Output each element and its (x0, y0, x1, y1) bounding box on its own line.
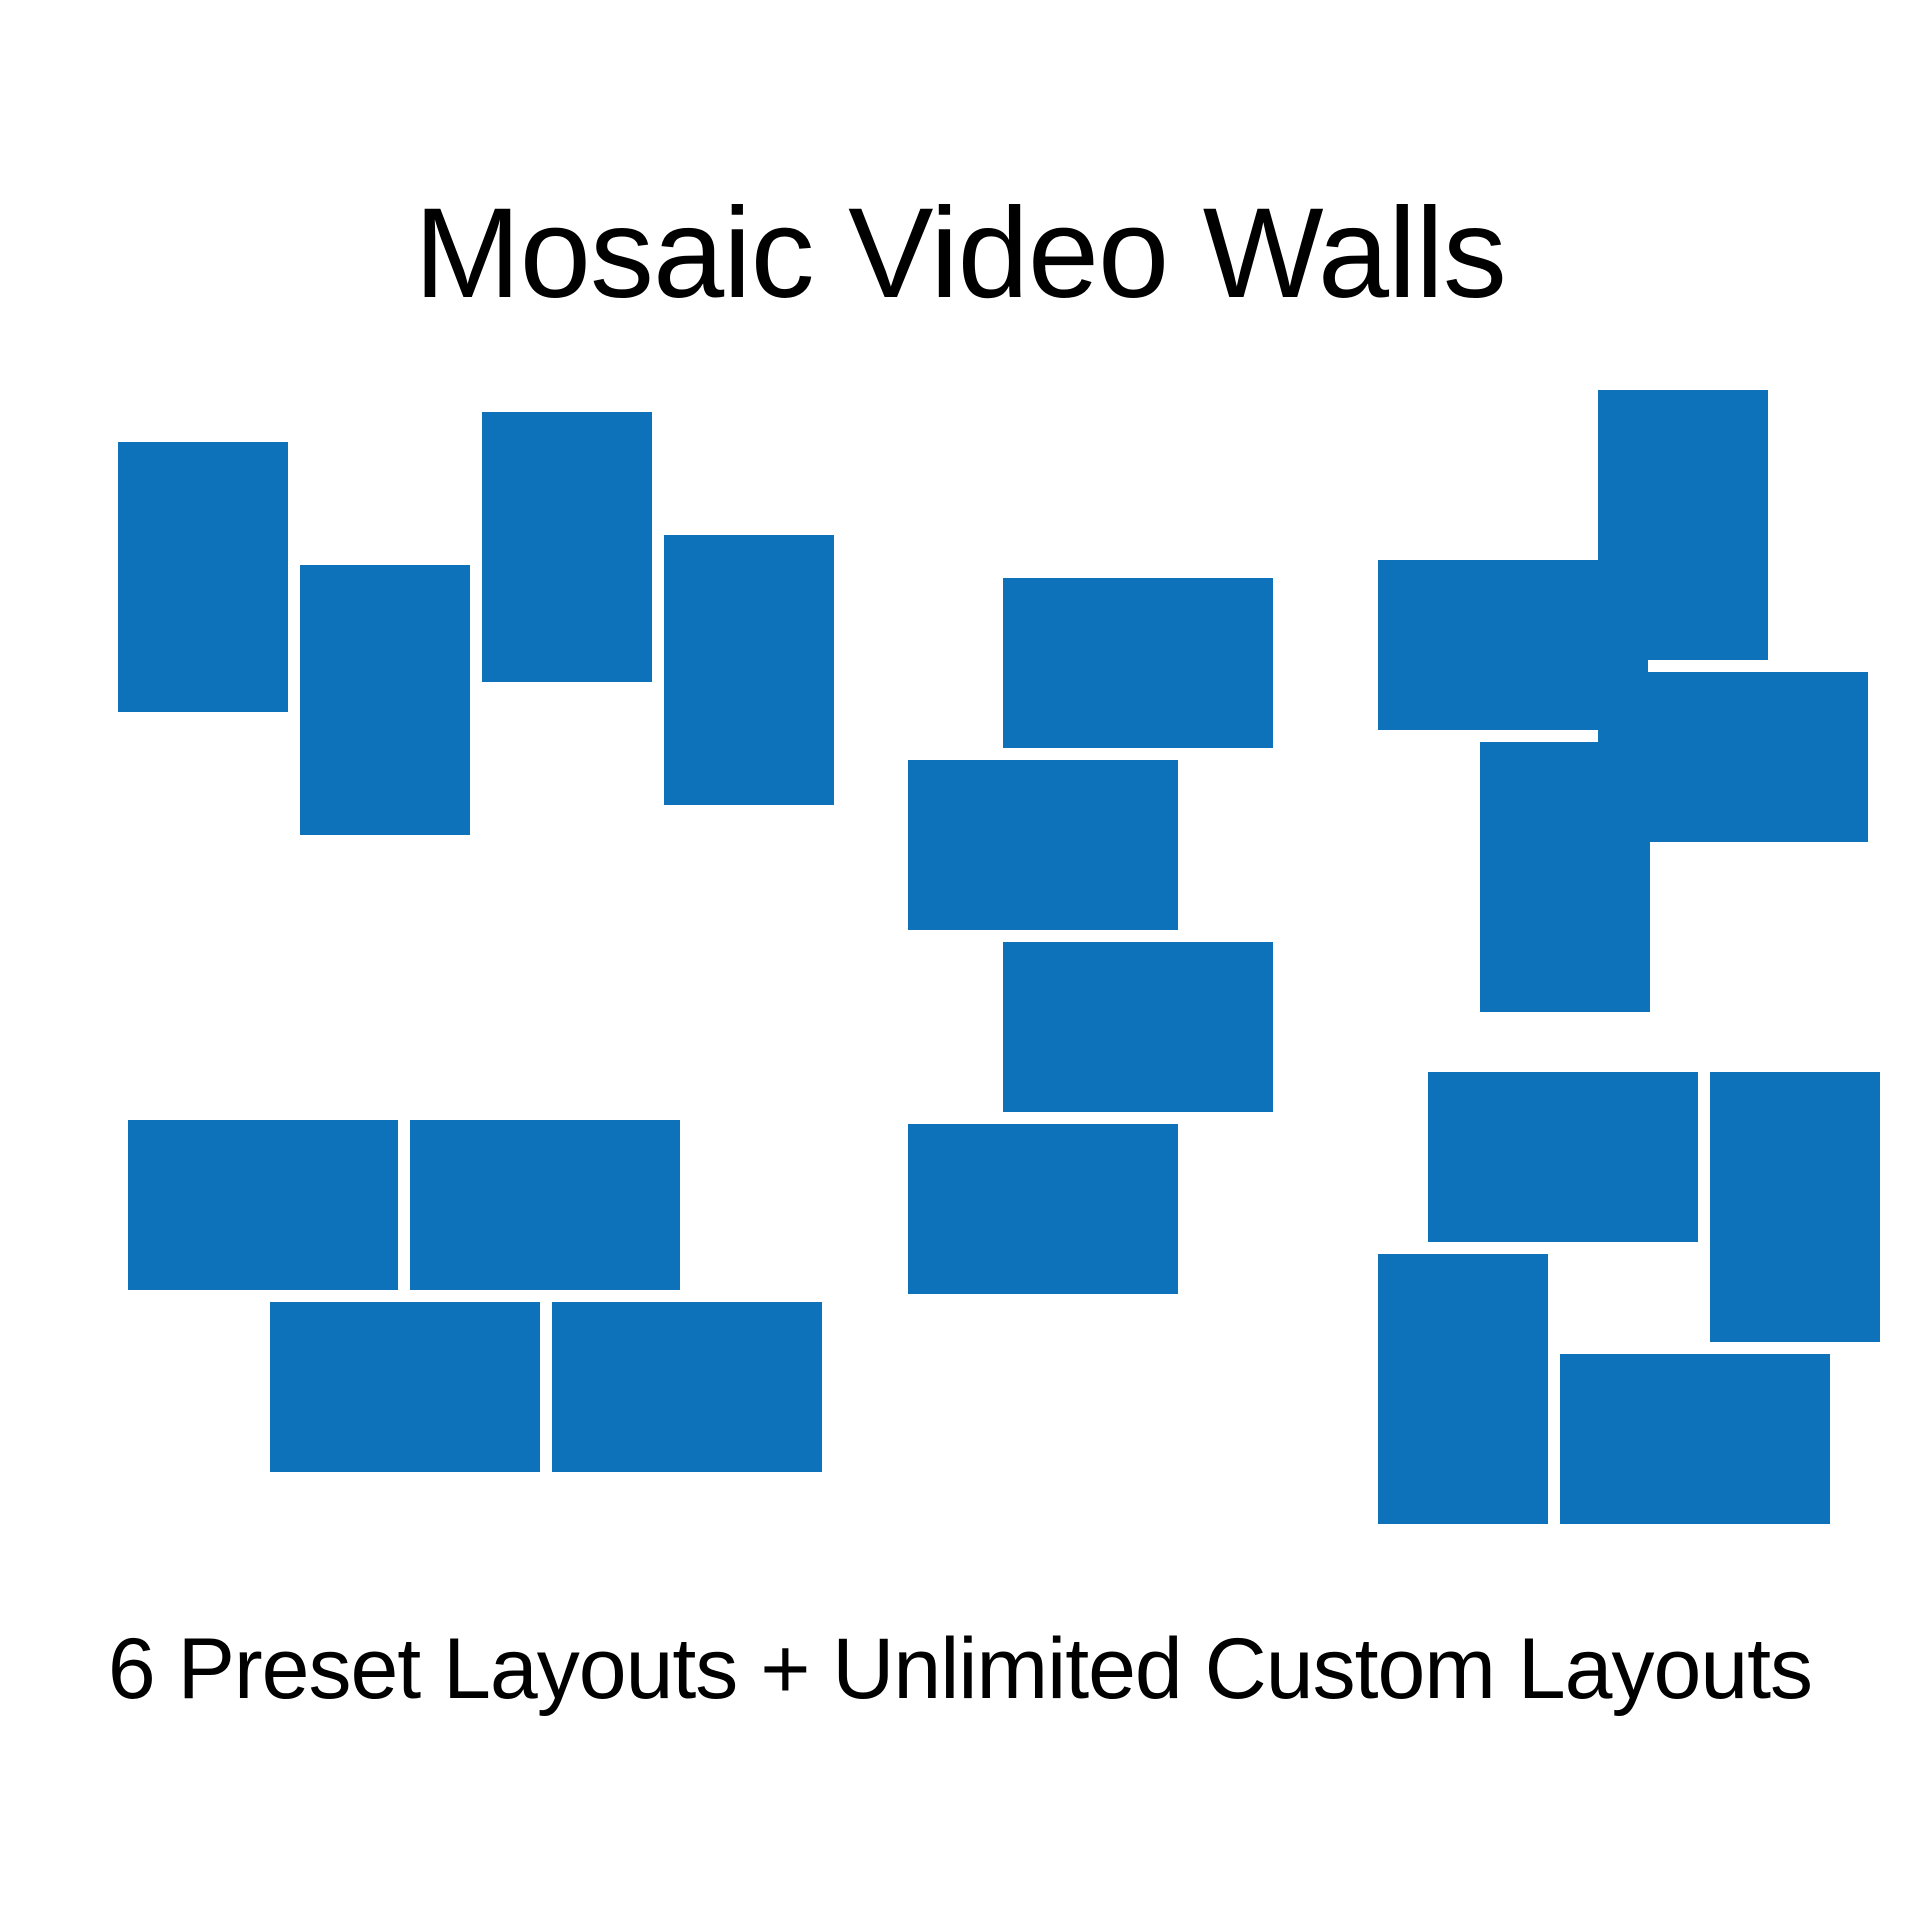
page-footer: 6 Preset Layouts + Unlimited Custom Layo… (0, 1620, 1920, 1719)
tile (300, 565, 470, 835)
tile (1378, 1254, 1548, 1524)
tile (908, 1124, 1178, 1294)
tile (908, 760, 1178, 930)
tile (1428, 1072, 1698, 1242)
tile (664, 535, 834, 805)
page-title: Mosaic Video Walls (0, 180, 1920, 327)
tile (552, 1302, 822, 1472)
tile (1003, 578, 1273, 748)
tile (1598, 672, 1868, 842)
tile (482, 412, 652, 682)
tile (410, 1120, 680, 1290)
tile (128, 1120, 398, 1290)
tile (270, 1302, 540, 1472)
tile (1710, 1072, 1880, 1342)
tile (1560, 1354, 1830, 1524)
tile (118, 442, 288, 712)
tile (1003, 942, 1273, 1112)
